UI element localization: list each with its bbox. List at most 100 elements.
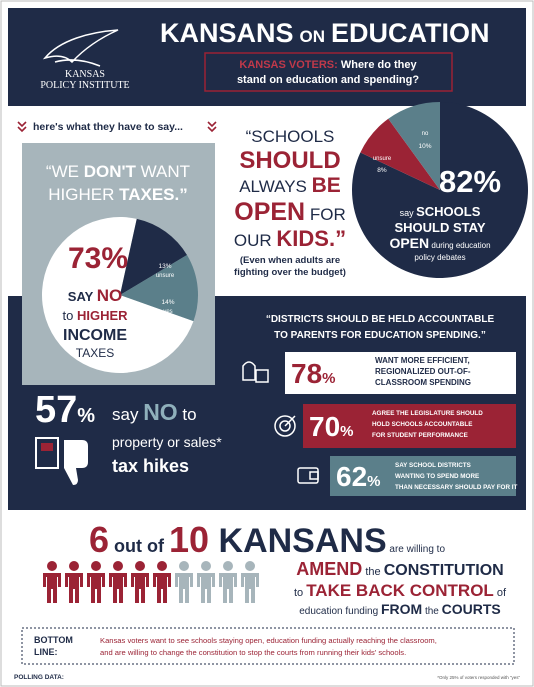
- tax-hikes-text: property or sales*: [112, 434, 222, 450]
- thumb-down-icon: [35, 437, 88, 485]
- person-icon: [131, 561, 149, 603]
- quote-part: HIGHER: [48, 185, 119, 204]
- pie-slice-name: unsure: [373, 156, 392, 162]
- person-body: [87, 573, 105, 603]
- amend-part: out of: [109, 536, 169, 556]
- stay-caption: say SCHOOLS: [400, 204, 481, 219]
- amend-part: of: [494, 587, 507, 599]
- person-head: [47, 561, 57, 571]
- stay-caption: SHOULD STAY: [394, 220, 485, 235]
- quote-part: OPEN: [234, 198, 305, 226]
- person-body: [131, 573, 149, 603]
- stat-text: SAY SCHOOL DISTRICTS: [395, 462, 471, 469]
- title: KANSANS ON EDUCATION: [160, 18, 490, 48]
- pie-value-label: 13%: [158, 263, 171, 270]
- intro: here's what they have to say...: [33, 121, 183, 133]
- open-quote: OUR KIDS.”: [234, 226, 346, 251]
- stay-caption: policy debates: [414, 253, 465, 262]
- header-band: [8, 8, 526, 106]
- quote-part: ALWAYS: [239, 177, 311, 196]
- quote-part: BE: [312, 174, 341, 197]
- taxes-caption: SAY NO: [68, 286, 122, 305]
- footer-label: POLLING DATA:: [14, 674, 64, 681]
- person-head: [113, 561, 123, 571]
- text-part: NO: [143, 399, 178, 425]
- stat-value: 70: [309, 411, 340, 442]
- pie-value-label: 73%: [68, 242, 128, 275]
- amend-part: KANSANS: [209, 522, 387, 560]
- person-head: [245, 561, 255, 571]
- person-body: [153, 573, 171, 603]
- money-icon: [242, 361, 269, 383]
- stat-box: [330, 456, 516, 496]
- stat-unit: %: [367, 473, 380, 490]
- taxes-caption: INCOME: [63, 327, 127, 344]
- person-body: [65, 573, 83, 603]
- stat-text: FOR STUDENT PERFORMANCE: [372, 432, 468, 439]
- pie-slice: [120, 218, 187, 295]
- amend-part: AMEND: [296, 559, 362, 579]
- amend-part: FROM: [381, 601, 422, 617]
- pie-slice: [120, 255, 198, 322]
- person-head: [69, 561, 79, 571]
- person-head: [179, 561, 189, 571]
- amend-part: CONSTITUTION: [384, 562, 504, 579]
- amend-part: the: [362, 566, 383, 578]
- target-icon: [274, 415, 296, 437]
- title-part: KANSANS: [160, 18, 294, 48]
- pie-slice-name: yes: [163, 309, 172, 315]
- stat-text: AGREE THE LEGISLATURE SHOULD: [372, 410, 483, 417]
- person-icon: [109, 561, 127, 603]
- stat-text: CLASSROOM SPENDING: [375, 378, 471, 387]
- open-note: fighting over the budget): [234, 267, 346, 278]
- caption-part: during education: [429, 241, 490, 250]
- taxes-quote: HIGHER TAXES.”: [48, 185, 187, 204]
- person-icon: [219, 561, 237, 603]
- footer-note: *Only 25% of voters responded with “yes”: [437, 675, 520, 680]
- amend-part: TAKE BACK CONTROL: [306, 581, 494, 600]
- chevron: [207, 121, 217, 133]
- caption-part: SAY: [68, 289, 97, 304]
- person-icon: [87, 561, 105, 603]
- person-head: [201, 561, 211, 571]
- stat-number: 70%: [309, 411, 354, 442]
- tax-hikes-value: 57%: [35, 389, 95, 431]
- amend-number: 6: [89, 519, 109, 560]
- pie-slice: [360, 118, 440, 190]
- open-note: (Even when adults are: [240, 255, 340, 266]
- caption-part: HIGHER: [77, 308, 128, 323]
- chevron: [17, 121, 27, 133]
- pie-slice-name: no: [422, 131, 429, 137]
- quote-part: DON'T: [84, 162, 137, 181]
- stat-number: 62%: [336, 461, 381, 492]
- quote-part: KIDS.”: [276, 226, 346, 251]
- amend-part: are willing to: [387, 544, 446, 555]
- pie-value-label: 10%: [418, 143, 431, 150]
- amend-part: to: [294, 587, 306, 599]
- open-quote: ALWAYS BE: [239, 174, 341, 197]
- person-body: [241, 573, 259, 603]
- person-body: [219, 573, 237, 603]
- subtitle: KANSAS VOTERS: Where do they: [239, 59, 417, 71]
- pie-value-label: 82%: [439, 164, 501, 199]
- amend-line: to TAKE BACK CONTROL of: [294, 581, 507, 600]
- stat-box: [303, 404, 516, 448]
- open-quote: OPEN FOR: [234, 198, 345, 226]
- person-icon: [197, 561, 215, 603]
- amend-line: AMEND the CONSTITUTION: [296, 559, 503, 579]
- open-quote: “SCHOOLS: [246, 127, 335, 146]
- caption-part: OPEN: [389, 235, 429, 251]
- bottom-line-text: and are willing to change the constituti…: [100, 648, 406, 657]
- logo-feather: [42, 29, 119, 67]
- person-body: [175, 573, 193, 603]
- taxes-caption: TAXES: [76, 346, 114, 360]
- pie-value-label: 8%: [377, 167, 387, 174]
- person-head: [135, 561, 145, 571]
- amend-part: education funding: [299, 606, 381, 617]
- stat-text: WANTING TO SPEND MORE: [395, 473, 479, 480]
- stat-unit: %: [340, 423, 353, 440]
- stat-text: REGIONALIZED OUT-OF-: [375, 367, 471, 376]
- taxes-caption: to HIGHER: [62, 308, 128, 323]
